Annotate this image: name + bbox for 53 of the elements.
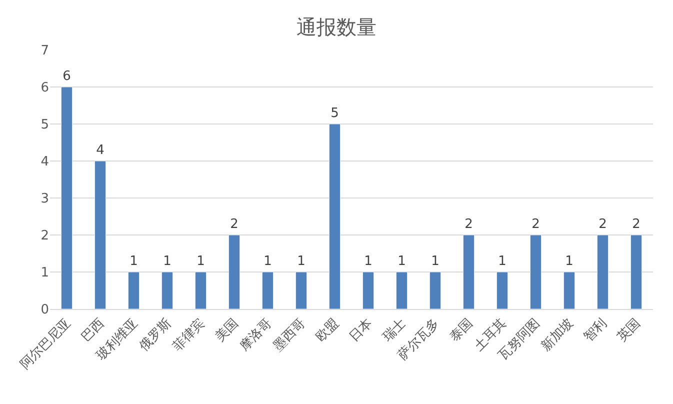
bar — [328, 124, 341, 309]
x-tick-label: 阿尔巴尼亚 — [18, 316, 74, 372]
data-label: 1 — [431, 254, 440, 269]
chart-title: 通报数量 — [296, 15, 376, 40]
data-label: 2 — [464, 217, 473, 232]
y-tick-label: 4 — [40, 154, 49, 170]
y-tick-label: 6 — [40, 80, 49, 96]
bar — [128, 272, 140, 309]
x-tick-label: 瑞士 — [380, 316, 410, 345]
y-tick-label: 1 — [40, 266, 49, 281]
bar — [630, 234, 642, 309]
data-label: 1 — [163, 254, 172, 269]
data-label: 1 — [196, 254, 205, 269]
bar — [295, 272, 308, 309]
y-tick-label: 2 — [40, 228, 49, 244]
y-tick-label: 7 — [40, 44, 49, 59]
x-tick-label: 欧盟 — [313, 316, 342, 345]
bar — [228, 234, 240, 309]
y-tick-label: 5 — [40, 118, 49, 133]
bar — [94, 160, 106, 309]
data-label: 2 — [632, 217, 640, 232]
bar — [429, 272, 442, 309]
data-label: 1 — [264, 254, 272, 269]
data-label: 4 — [96, 143, 104, 158]
bar — [362, 272, 374, 309]
bar — [396, 272, 408, 309]
x-tick-label: 智利 — [581, 316, 610, 345]
y-tick-label: 3 — [40, 192, 49, 207]
bar — [462, 234, 475, 309]
y-tick-label: 0 — [40, 302, 49, 318]
bar — [161, 272, 174, 309]
data-label: 1 — [130, 254, 138, 269]
data-label: 2 — [230, 217, 238, 232]
x-tick-label: 日本 — [346, 316, 376, 345]
x-tick-label: 英国 — [614, 316, 644, 345]
x-tick-label: 泰国 — [447, 316, 476, 345]
bar — [530, 234, 542, 309]
data-label: 2 — [598, 217, 607, 232]
bar — [563, 272, 576, 309]
data-label: 1 — [498, 254, 506, 269]
data-label: 2 — [532, 217, 540, 232]
data-label: 1 — [297, 254, 306, 269]
data-label: 6 — [62, 69, 71, 84]
bar — [596, 234, 609, 309]
x-tick-label: 墨西哥 — [270, 316, 309, 354]
data-label: 1 — [565, 254, 574, 269]
bar — [60, 86, 73, 309]
data-label: 1 — [398, 254, 406, 269]
bar — [496, 272, 508, 309]
data-label: 1 — [364, 254, 372, 269]
bar — [194, 272, 207, 309]
bar — [262, 272, 274, 309]
data-label: 5 — [330, 106, 339, 121]
